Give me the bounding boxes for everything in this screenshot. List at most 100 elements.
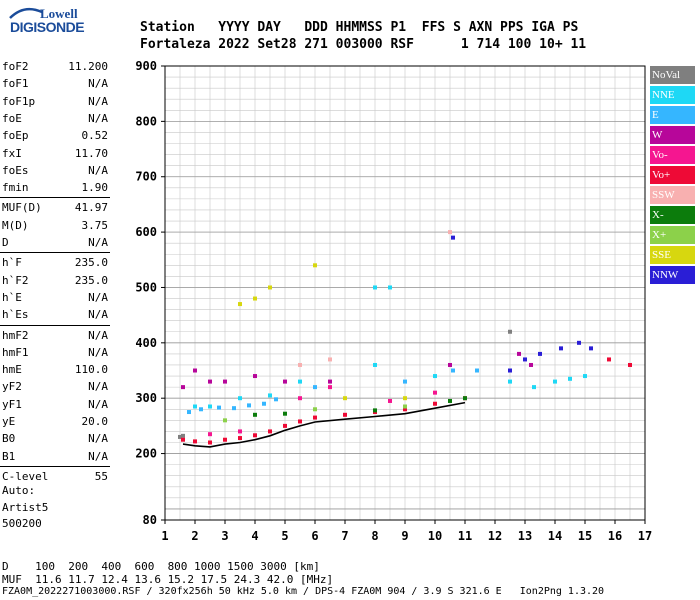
param-name: h`Es bbox=[2, 308, 29, 322]
param-name: foE bbox=[2, 111, 22, 125]
echo-point bbox=[283, 379, 287, 384]
x-tick-label: 10 bbox=[428, 529, 442, 543]
param-name: MUF(D) bbox=[2, 201, 42, 215]
footer-file-info: FZA0M_2022271003000.RSF / 320fx256h 50 k… bbox=[2, 586, 605, 597]
echo-point bbox=[388, 398, 392, 403]
echo-point bbox=[253, 412, 257, 417]
y-tick-label: 80 bbox=[143, 513, 157, 527]
y-tick-label: 200 bbox=[135, 447, 157, 461]
echo-point bbox=[451, 235, 455, 240]
param-row: D N/A bbox=[0, 234, 110, 251]
trace-line bbox=[182, 401, 466, 448]
param-value: 3.75 bbox=[81, 218, 109, 232]
x-tick-label: 6 bbox=[311, 529, 318, 543]
echo-point bbox=[328, 357, 332, 362]
echo-point bbox=[532, 385, 536, 390]
echo-point bbox=[559, 346, 563, 351]
param-name: hmF2 bbox=[2, 328, 29, 342]
echo-point bbox=[232, 406, 236, 411]
x-tick-label: 9 bbox=[401, 529, 408, 543]
echo-point bbox=[223, 418, 227, 423]
param-name: C-level bbox=[2, 469, 49, 483]
echo-point bbox=[403, 379, 407, 384]
param-name: foF1 bbox=[2, 77, 29, 91]
legend-item: NoVal bbox=[650, 66, 695, 86]
echo-point bbox=[253, 433, 257, 438]
echo-point bbox=[274, 397, 278, 402]
param-value: 20.0 bbox=[81, 415, 109, 428]
echo-point bbox=[238, 429, 242, 434]
echo-point bbox=[181, 437, 185, 442]
echo-point bbox=[475, 368, 479, 373]
echo-point bbox=[181, 385, 185, 390]
param-row: foF1p N/A bbox=[0, 93, 110, 110]
echo-point bbox=[403, 407, 407, 412]
legend-item: Vo- bbox=[650, 146, 695, 166]
auto-label: Auto: bbox=[2, 484, 36, 497]
echo-point bbox=[373, 285, 377, 290]
legend-item: SSE bbox=[650, 246, 695, 266]
echo-point bbox=[448, 230, 452, 235]
param-row: foEp 0.52 bbox=[0, 127, 110, 144]
param-name: foEs bbox=[2, 163, 29, 177]
echo-point bbox=[448, 362, 452, 367]
echo-point bbox=[298, 396, 302, 401]
param-name: h`E bbox=[2, 290, 22, 304]
echo-point bbox=[181, 433, 185, 438]
param-name: fmin bbox=[2, 181, 29, 195]
artist-label: Artist5 bbox=[2, 501, 49, 514]
echo-point bbox=[373, 362, 377, 367]
echo-point bbox=[238, 436, 242, 441]
echo-point bbox=[433, 401, 437, 406]
echo-point bbox=[268, 285, 272, 290]
param-value: 11.70 bbox=[74, 146, 108, 160]
x-tick-label: 12 bbox=[488, 529, 502, 543]
x-tick-label: 11 bbox=[458, 529, 472, 543]
param-name: hmE bbox=[2, 363, 22, 377]
y-tick-label: 500 bbox=[135, 280, 157, 294]
param-separator bbox=[0, 465, 110, 467]
y-tick-label: 300 bbox=[135, 391, 157, 405]
param-row: hmF1 N/A bbox=[0, 344, 110, 361]
legend-item: X- bbox=[650, 206, 695, 226]
param-value: N/A bbox=[88, 94, 108, 108]
echo-point bbox=[208, 440, 212, 445]
echo-point bbox=[517, 351, 521, 356]
param-row: hmF2 N/A bbox=[0, 327, 110, 344]
y-tick-label: 400 bbox=[135, 336, 157, 350]
param-row: yF1 N/A bbox=[0, 396, 110, 413]
echo-point bbox=[433, 390, 437, 395]
param-name: M(D) bbox=[2, 218, 29, 232]
footer-muf: MUF 11.6 11.7 12.4 13.6 15.2 17.5 24.3 4… bbox=[2, 573, 334, 586]
y-tick-label: 800 bbox=[135, 114, 157, 128]
param-separator bbox=[0, 197, 110, 199]
echo-point bbox=[217, 405, 221, 410]
legend-item: E bbox=[650, 106, 695, 126]
param-name: h`F bbox=[2, 256, 22, 270]
x-tick-label: 2 bbox=[191, 529, 198, 543]
param-row: h`F 235.0 bbox=[0, 254, 110, 271]
x-tick-label: 15 bbox=[578, 529, 592, 543]
param-name: foF1p bbox=[2, 94, 36, 108]
echo-point bbox=[568, 376, 572, 381]
echo-point bbox=[193, 439, 197, 444]
header-line2: Fortaleza 2022 Set28 271 003000 RSF 1 71… bbox=[140, 37, 587, 52]
param-name: yF1 bbox=[2, 397, 22, 411]
legend-item: Vo+ bbox=[650, 166, 695, 186]
param-value: N/A bbox=[88, 308, 108, 322]
echo-point bbox=[193, 404, 197, 409]
echo-point bbox=[628, 362, 632, 367]
param-row: B0 N/A bbox=[0, 430, 110, 447]
param-row: B1 N/A bbox=[0, 448, 110, 465]
param-value: 41.97 bbox=[74, 201, 108, 215]
echo-point bbox=[451, 368, 455, 373]
echo-point bbox=[223, 437, 227, 442]
legend-item: NNE bbox=[650, 86, 695, 106]
echo-point bbox=[298, 379, 302, 384]
echo-point bbox=[448, 398, 452, 403]
echo-point bbox=[508, 379, 512, 384]
echo-point bbox=[208, 404, 212, 409]
param-row: h`E N/A bbox=[0, 289, 110, 306]
echo-point bbox=[529, 362, 533, 367]
legend-item: NNW bbox=[650, 266, 695, 286]
